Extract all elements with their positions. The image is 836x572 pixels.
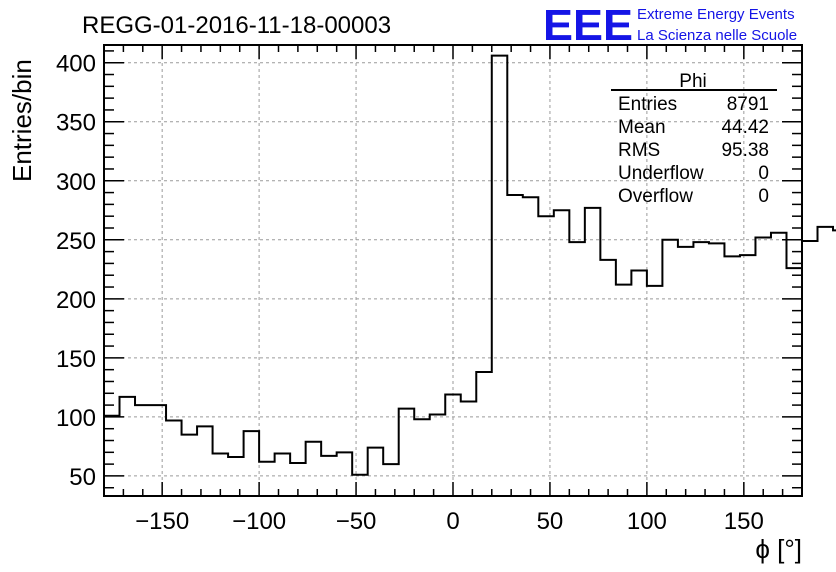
x-axis-label: ϕ [°] [755,534,802,564]
plot-area: −150 −100 −50 0 50 100 150 50 100 150 200 250 300 350… [56,44,836,535]
y-tick-label: 200 [56,287,96,314]
stats-row-label: Mean [618,117,666,138]
stats-row-value: 44.42 [721,117,769,138]
histogram-bars [104,54,836,476]
stats-row-value: 8791 [727,94,769,115]
x-tick-label: −150 [135,508,189,535]
stats-row-label: RMS [618,140,660,161]
logo-line-1: Extreme Energy Events [637,6,795,23]
y-tick-label: 150 [56,346,96,373]
stats-row-label: Entries [618,94,677,115]
stats-row-value: 95.38 [721,140,769,161]
y-tick-label: 250 [56,228,96,255]
x-tick-label: 150 [724,508,764,535]
histogram-step-line [104,54,836,476]
stats-row-value: 0 [758,186,769,207]
x-tick-label: −100 [232,508,286,535]
y-axis-label: Entries/bin [7,59,37,182]
y-tick-label: 100 [56,405,96,432]
x-tick-label: 0 [446,508,459,535]
stats-row-value: 0 [758,163,769,184]
x-tick-label: 100 [627,508,667,535]
y-tick-label: 350 [56,110,96,137]
stats-box: Phi Entries 8791 Mean 44.42 RMS 95.38 Underflo… [611,71,777,207]
x-tick-label: 50 [537,508,564,535]
stats-row-label: Overflow [618,186,693,207]
stats-row-label: Underflow [618,163,704,184]
x-tick-label: −50 [336,508,377,535]
y-tick-label: 300 [56,169,96,196]
logo-line-2: La Scienza nelle Scuole [637,27,797,44]
stats-title: Phi [679,71,706,92]
run-title: REGG-01-2016-11-18-00003 [82,12,391,39]
logo-letters: EEE [543,1,633,50]
y-tick-label: 50 [69,464,96,491]
y-tick-label: 400 [56,51,96,78]
eee-logo: EEE Extreme Energy Events La Scienza nel… [543,1,797,50]
